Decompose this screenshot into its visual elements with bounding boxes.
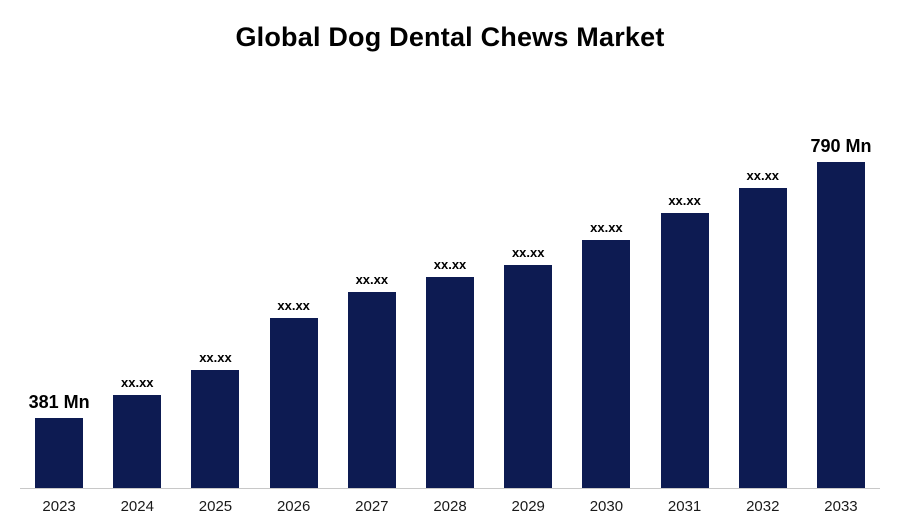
bar-value-label: 381 Mn — [28, 392, 90, 412]
bar-value-label: xx.xx — [746, 168, 780, 183]
bar-2030 — [582, 240, 631, 488]
bar-group-2030: xx.xx — [567, 110, 645, 488]
bars-row: 381 Mn xx.xx xx.xx xx.xx xx.xx xx.xx — [20, 110, 880, 489]
bar-2031 — [660, 213, 709, 488]
bar-value-label: xx.xx — [199, 350, 232, 365]
bar-value-label: xx.xx — [433, 257, 467, 272]
x-tick-2033: 2033 — [824, 498, 858, 515]
bar-value-label: xx.xx — [355, 272, 389, 287]
bar-2024 — [113, 395, 162, 488]
bar-value-label: xx.xx — [590, 220, 623, 235]
bar-value-label: 790 Mn — [810, 136, 872, 156]
bar-group-2023: 381 Mn — [20, 110, 98, 488]
bar-group-2027: xx.xx — [333, 110, 411, 488]
chart-title: Global Dog Dental Chews Market — [235, 22, 665, 52]
bar-value-label: xx.xx — [511, 245, 545, 260]
bar-2027 — [347, 292, 396, 488]
bar-2029 — [504, 265, 553, 488]
bar-2033 — [816, 162, 865, 488]
x-tick-2027: 2027 — [355, 498, 389, 515]
x-axis-labels: 2023 2024 2025 2026 2027 2028 2029 2030 … — [20, 489, 880, 515]
bar-group-2028: xx.xx — [411, 110, 489, 488]
bar-group-2026: xx.xx — [255, 110, 333, 488]
bar-group-2025: xx.xx — [176, 110, 254, 488]
bar-value-label: xx.xx — [121, 375, 154, 390]
x-tick-2029: 2029 — [511, 498, 545, 515]
x-tick-2032: 2032 — [746, 498, 780, 515]
x-tick-2023: 2023 — [42, 498, 76, 515]
bar-2025 — [191, 370, 240, 488]
bar-group-2031: xx.xx — [646, 110, 724, 488]
x-tick-2030: 2030 — [589, 498, 624, 515]
x-tick-2024: 2024 — [120, 498, 154, 515]
bar-2028 — [426, 277, 475, 488]
x-tick-2025: 2025 — [198, 498, 233, 515]
bar-group-2024: xx.xx — [98, 110, 176, 488]
bar-2032 — [738, 188, 787, 488]
x-tick-2028: 2028 — [433, 498, 467, 515]
bar-group-2032: xx.xx — [724, 110, 802, 488]
bar-value-label: xx.xx — [277, 298, 310, 313]
plot-area: 381 Mn xx.xx xx.xx xx.xx xx.xx xx.xx — [20, 53, 880, 525]
bar-2023 — [35, 418, 84, 488]
x-tick-2031: 2031 — [667, 498, 702, 515]
bar-value-label: xx.xx — [668, 193, 701, 208]
bar-2026 — [269, 318, 318, 488]
x-tick-2026: 2026 — [276, 498, 311, 515]
bar-group-2029: xx.xx — [489, 110, 567, 488]
bar-group-2033: 790 Mn — [802, 110, 880, 488]
